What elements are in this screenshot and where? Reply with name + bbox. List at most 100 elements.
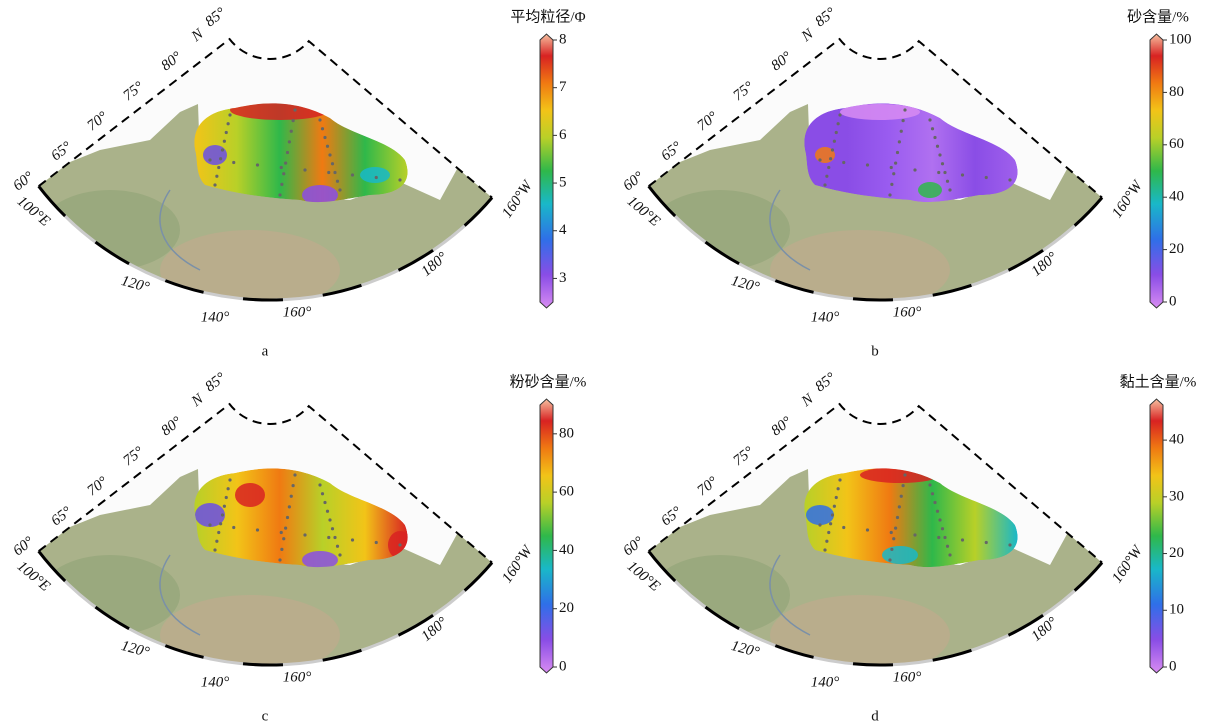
colorbar-tick-label: 20 — [1169, 241, 1184, 257]
lon-label: 160° — [893, 669, 922, 685]
lat-label: 70° — [84, 474, 110, 499]
sample-site — [228, 478, 231, 481]
map-panel: 60°65°70°75°80°85°N100°E120°140°160°180°… — [610, 370, 1196, 725]
map-area — [610, 404, 1130, 695]
lat-label: 60° — [10, 534, 36, 559]
sample-site — [278, 193, 281, 196]
sample-site — [835, 131, 838, 134]
lon-label: 160°W — [1109, 177, 1146, 221]
sample-site — [282, 537, 285, 540]
colorbar-tick-label: 8 — [559, 31, 567, 47]
sample-site — [336, 545, 339, 548]
sample-site — [284, 527, 287, 530]
sample-site — [818, 523, 821, 526]
sample-site — [827, 531, 830, 534]
sample-site — [896, 516, 899, 519]
sample-site — [829, 157, 832, 160]
sample-site — [213, 548, 216, 551]
map-area — [610, 39, 1130, 330]
colorbar-tick-label: 60 — [559, 484, 574, 500]
panel-label: b — [871, 343, 879, 359]
sample-site — [333, 536, 336, 539]
sample-site — [933, 501, 936, 504]
sample-site — [837, 487, 840, 490]
sample-site — [375, 541, 378, 544]
lat-label: 85° — [202, 5, 228, 30]
sample-site — [823, 183, 826, 186]
colorbar-tick-label: 80 — [1169, 84, 1184, 100]
sample-site — [326, 510, 329, 513]
sample-site — [303, 533, 306, 536]
lon-label: 140° — [201, 674, 230, 690]
sample-site — [937, 171, 940, 174]
sample-site — [223, 505, 226, 508]
lat-label: 80° — [158, 414, 184, 439]
sample-site — [928, 118, 931, 121]
colorbar-tick-label: 3 — [559, 270, 567, 286]
field-patch — [918, 182, 942, 198]
sample-site — [398, 543, 401, 546]
sample-site — [928, 483, 931, 486]
lon-label: 140° — [811, 674, 840, 690]
colorbar-title: 平均粒径/Φ — [510, 8, 585, 25]
colorbar-tick-label: 40 — [1169, 432, 1184, 448]
sample-site — [937, 536, 940, 539]
sample-site — [225, 496, 228, 499]
lat-label: 85° — [202, 370, 228, 395]
sample-site — [256, 163, 259, 166]
sample-site — [892, 537, 895, 540]
sample-site — [931, 127, 934, 130]
sample-site — [931, 492, 934, 495]
sample-site — [318, 483, 321, 486]
panel-label: a — [262, 343, 269, 359]
colorbar — [1150, 399, 1163, 673]
sample-site — [278, 558, 281, 561]
lon-label: 140° — [201, 309, 230, 325]
land-shade — [650, 190, 790, 270]
sample-site — [829, 522, 832, 525]
sample-site — [948, 553, 951, 556]
lat-label: 75° — [120, 79, 146, 104]
lat-label: 70° — [84, 109, 110, 134]
sample-site — [328, 518, 331, 521]
field-patch — [203, 145, 227, 165]
sample-site — [827, 166, 830, 169]
sample-site — [890, 183, 893, 186]
sample-site — [215, 540, 218, 543]
sample-site — [831, 513, 834, 516]
sample-site — [936, 145, 939, 148]
sample-site — [941, 527, 944, 530]
sample-site — [232, 526, 235, 529]
sample-site — [1008, 543, 1011, 546]
colorbar — [1150, 34, 1163, 308]
sample-site — [894, 162, 897, 165]
lat-label: 70° — [694, 474, 720, 499]
sample-site — [831, 148, 834, 151]
north-label: N — [798, 391, 817, 411]
lat-label: 85° — [812, 5, 838, 30]
sample-site — [338, 553, 341, 556]
lat-label: 65° — [48, 504, 74, 529]
sample-site — [303, 168, 306, 171]
sample-site — [208, 158, 211, 161]
sample-site — [985, 541, 988, 544]
sample-site — [961, 538, 964, 541]
colorbar-tick-label: 40 — [559, 542, 574, 558]
sample-site — [900, 495, 903, 498]
sample-site — [936, 510, 939, 513]
lat-label: 60° — [10, 169, 36, 194]
colorbar-tick-label: 30 — [1169, 488, 1184, 504]
sample-site — [225, 131, 228, 134]
sample-site — [227, 122, 230, 125]
sample-site — [890, 548, 893, 551]
sample-site — [213, 183, 216, 186]
sample-site — [338, 188, 341, 191]
lon-label: 120° — [729, 273, 761, 296]
colorbar-tick-label: 20 — [1169, 545, 1184, 561]
colorbar — [540, 399, 553, 673]
lon-label: 160° — [283, 304, 312, 320]
sample-site — [838, 113, 841, 116]
map-panel: 60°65°70°75°80°85°N100°E120°140°160°180°… — [0, 370, 586, 725]
colorbar-title: 砂含量/% — [1127, 8, 1189, 25]
sample-site — [1008, 178, 1011, 181]
